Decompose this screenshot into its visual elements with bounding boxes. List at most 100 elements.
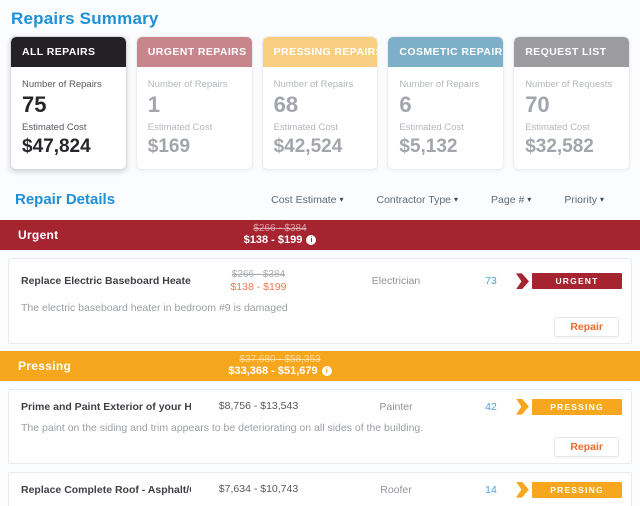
- card-header: PRESSING REPAIRS: [262, 37, 378, 67]
- card-body: Number of Repairs 1 Estimated Cost $169: [137, 67, 252, 158]
- card-body: Number of Repairs 6 Estimated Cost $5,13…: [388, 67, 503, 158]
- ribbon-arrow-icon: [516, 273, 529, 290]
- priority-badge: PRESSING: [516, 398, 622, 415]
- details-bar: Repair Details Cost Estimate ▾ Contractor…: [0, 191, 640, 208]
- chevron-down-icon: ▾: [599, 194, 604, 204]
- row-actions: Repair: [21, 316, 619, 337]
- repair-description: The electric baseboard heater in bedroom…: [21, 301, 288, 314]
- repairs-count: 1: [147, 92, 161, 117]
- summary-card-request-list[interactable]: REQUEST LIST Number of Requests 70 Estim…: [513, 36, 630, 170]
- info-icon[interactable]: i: [306, 235, 317, 246]
- repair-description: The roof shows signs of minor to moderat…: [21, 505, 619, 506]
- section-band-urgent: Urgent $266 - $384 $138 - $199 i: [0, 220, 640, 250]
- section-name: Pressing: [18, 358, 72, 373]
- repairs-count: 68: [273, 92, 299, 117]
- estimated-cost: $169: [147, 136, 191, 157]
- estimated-cost: $32,582: [525, 136, 594, 157]
- section-cost-summary: $37,680 - $58,353 $33,368 - $51,679 i: [0, 354, 560, 378]
- repair-row-main: Prime and Paint Exterior of your Home - …: [21, 398, 622, 415]
- section-original-cost: $37,680 - $58,353: [239, 353, 321, 365]
- filters: Cost Estimate ▾ Contractor Type ▾ Page # ▾ …: [271, 194, 604, 206]
- repair-cost: $7,634 - $10,743: [191, 483, 326, 497]
- count-label: Number of Repairs: [273, 79, 354, 90]
- repair-button[interactable]: Repair: [554, 316, 619, 337]
- card-header: REQUEST LIST: [514, 37, 629, 67]
- cost-label: Estimated Cost: [22, 122, 87, 133]
- count-label: Number of Repairs: [22, 79, 102, 90]
- estimated-cost: $47,824: [22, 136, 91, 157]
- page-number-link[interactable]: 73: [485, 275, 497, 288]
- repair-original-cost: $266 - $384: [231, 269, 286, 280]
- section-discounted-cost: $33,368 - $51,679 i: [0, 365, 560, 378]
- repair-row-main: Replace Electric Baseboard Heater $266 -…: [21, 268, 622, 295]
- count-label: Number of Requests: [525, 79, 613, 90]
- repair-row: Replace Complete Roof - Asphalt/Composi.…: [8, 471, 632, 506]
- repair-cost-value: $8,756 - $13,543: [218, 399, 299, 412]
- chevron-down-icon: ▾: [339, 194, 344, 204]
- section-discounted-cost: $138 - $199 i: [0, 234, 560, 247]
- filter-label: Priority: [564, 193, 597, 206]
- repair-cost-value: $7,634 - $10,743: [218, 482, 299, 495]
- filter-label: Contractor Type: [376, 193, 451, 206]
- priority-badge: URGENT: [516, 273, 622, 290]
- priority-label: PRESSING: [532, 398, 622, 415]
- contractor-type: Electrician: [371, 275, 421, 288]
- filter-label: Page #: [491, 193, 525, 206]
- chevron-down-icon: ▾: [527, 194, 532, 204]
- count-label: Number of Repairs: [399, 79, 480, 90]
- repair-row: Replace Electric Baseboard Heater $266 -…: [8, 258, 632, 344]
- section-original-cost: $266 - $384: [253, 222, 307, 234]
- repair-cost: $266 - $384 $138 - $199: [191, 268, 326, 295]
- cost-label: Estimated Cost: [399, 122, 464, 133]
- priority-badge: PRESSING: [516, 481, 622, 498]
- card-body: Number of Requests 70 Estimated Cost $32…: [514, 67, 629, 158]
- info-icon[interactable]: i: [321, 366, 332, 377]
- filter-contractor-type[interactable]: Contractor Type ▾: [376, 194, 458, 206]
- section-cost-summary: $266 - $384 $138 - $199 i: [0, 223, 560, 247]
- repair-title: Replace Electric Baseboard Heater: [21, 275, 191, 288]
- card-body: Number of Repairs 68 Estimated Cost $42,…: [263, 67, 378, 158]
- page-title: Repairs Summary: [11, 9, 159, 28]
- summary-card-urgent-repairs[interactable]: URGENT REPAIRS Number of Repairs 1 Estim…: [135, 36, 253, 170]
- repairs-count: 6: [399, 92, 412, 117]
- section-name: Urgent: [18, 228, 59, 242]
- repair-description: The paint on the siding and trim appears…: [21, 421, 424, 434]
- summary-card-all-repairs[interactable]: ALL REPAIRS Number of Repairs 75 Estimat…: [10, 36, 127, 170]
- repair-cost: $8,756 - $13,543: [191, 400, 326, 414]
- filter-cost-estimate[interactable]: Cost Estimate ▾: [271, 194, 343, 206]
- count-label: Number of Repairs: [147, 79, 228, 90]
- estimated-cost: $42,524: [273, 136, 343, 157]
- ribbon-arrow-icon: [516, 481, 529, 498]
- filter-label: Cost Estimate: [271, 193, 337, 206]
- filter-priority[interactable]: Priority ▾: [564, 194, 604, 206]
- repair-row-main: Replace Complete Roof - Asphalt/Composi.…: [21, 481, 622, 498]
- card-body: Number of Repairs 75 Estimated Cost $47,…: [11, 67, 126, 158]
- cost-label: Estimated Cost: [147, 122, 213, 133]
- repair-title: Prime and Paint Exterior of your Home - …: [21, 400, 191, 413]
- details-title: Repair Details: [15, 191, 116, 208]
- contractor-type: Roofer: [380, 483, 412, 496]
- contractor-type: Painter: [379, 400, 413, 413]
- chevron-down-icon: ▾: [454, 194, 459, 204]
- card-header: URGENT REPAIRS: [136, 37, 252, 67]
- priority-label: URGENT: [532, 273, 622, 290]
- card-header: ALL REPAIRS: [11, 37, 126, 67]
- section-band-pressing: Pressing $37,680 - $58,353 $33,368 - $51…: [0, 350, 640, 381]
- priority-label: PRESSING: [532, 481, 622, 498]
- filter-page-number[interactable]: Page # ▾: [491, 194, 531, 206]
- repair-row: Prime and Paint Exterior of your Home - …: [8, 388, 632, 464]
- summary-card-pressing-repairs[interactable]: PRESSING REPAIRS Number of Repairs 68 Es…: [261, 36, 379, 170]
- repair-button[interactable]: Repair: [554, 436, 619, 457]
- estimated-cost: $5,132: [399, 136, 458, 157]
- page-number-link[interactable]: 42: [485, 400, 497, 413]
- summary-cards: ALL REPAIRS Number of Repairs 75 Estimat…: [0, 29, 640, 170]
- page-number-link[interactable]: 14: [485, 483, 497, 496]
- repair-discounted-cost: $138 - $199: [230, 281, 287, 293]
- cost-label: Estimated Cost: [525, 122, 590, 133]
- summary-card-cosmetic-repairs[interactable]: COSMETIC REPAIRS Number of Repairs 6 Est…: [387, 36, 505, 170]
- card-header: COSMETIC REPAIRS: [388, 37, 504, 67]
- repairs-count: 75: [22, 92, 47, 117]
- ribbon-arrow-icon: [516, 398, 529, 415]
- row-actions: Repair: [21, 436, 619, 457]
